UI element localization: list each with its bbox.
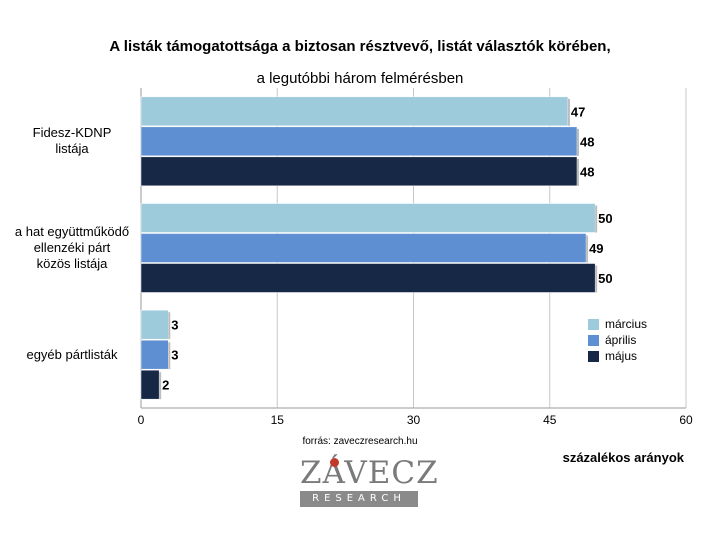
zavecz-logo: ZÁVECZ RESEARCH <box>300 455 439 508</box>
category-label-line: listája <box>55 141 89 157</box>
bar-shadow-2-1 <box>168 342 171 370</box>
legend-label: március <box>605 317 648 331</box>
bar-0-2 <box>140 156 578 187</box>
category-label-0: Fidesz-KDNP listája <box>4 125 140 157</box>
x-tick-label-60: 60 <box>679 413 693 427</box>
bar-shadow-2-2 <box>159 372 162 400</box>
bar-1-1 <box>140 233 587 263</box>
bar-shadow-1-1 <box>586 235 589 263</box>
category-label-line: a hat együttműködő <box>14 224 130 239</box>
logo-band <box>300 491 418 507</box>
data-label-2-0: 3 <box>171 318 178 333</box>
legend-swatch <box>588 350 599 362</box>
x-axis-label: százalékos arányok <box>562 450 684 465</box>
x-tick-label-15: 15 <box>271 413 285 427</box>
source-note: forrás: zaveczresearch.hu <box>302 436 418 447</box>
bar-shadow-1-0 <box>595 205 598 233</box>
category-label-line: Fidesz-KDNP <box>32 125 112 141</box>
logo-subtitle: RESEARCH <box>312 493 406 504</box>
data-label-2-2: 2 <box>162 378 169 393</box>
x-tick-label-45: 45 <box>543 413 557 427</box>
bar-1-0 <box>140 203 596 233</box>
x-tick-label-30: 30 <box>407 413 421 427</box>
legend: március április május <box>588 316 647 364</box>
category-label-2: egyéb pártlisták <box>4 347 140 363</box>
bar-0-1 <box>140 126 578 157</box>
bar-shadow-0-0 <box>567 98 570 126</box>
bar-2-2 <box>140 369 160 400</box>
bar-shadow-0-1 <box>577 128 579 156</box>
data-label-0-0: 47 <box>571 104 585 119</box>
category-label-1: a hat együttműködő ellenzéki párt közös li… <box>4 224 140 272</box>
data-label-1-2: 50 <box>598 271 612 286</box>
data-label-1-1: 49 <box>589 241 603 256</box>
logo-accent-dot <box>330 458 339 467</box>
data-label-1-0: 50 <box>598 211 612 226</box>
logo-wordmark: ZÁVECZ <box>300 455 439 491</box>
chart-subtitle: a legutóbbi három felmérésben <box>256 70 464 87</box>
legend-label: április <box>605 333 637 347</box>
legend-item-2: május <box>588 348 647 364</box>
bar-2-1 <box>140 339 169 370</box>
data-label-0-1: 48 <box>580 134 594 149</box>
legend-item-0: március <box>588 316 647 332</box>
legend-label: május <box>605 349 638 363</box>
bar-1-2 <box>140 263 596 293</box>
legend-item-1: április <box>588 332 647 348</box>
bar-0-0 <box>140 96 569 127</box>
category-label-line: közös listája <box>36 256 108 271</box>
category-label-line: ellenzéki párt <box>33 240 111 255</box>
legend-swatch <box>588 318 599 330</box>
bar-shadow-2-0 <box>168 312 171 340</box>
legend-swatch <box>588 334 599 346</box>
bar-shadow-1-2 <box>595 265 598 293</box>
bar-2-0 <box>140 309 169 340</box>
data-label-0-2: 48 <box>580 164 594 179</box>
chart-title: A listák támogatottsága a biztosan részt… <box>109 38 611 55</box>
category-label-line: egyéb pártlisták <box>26 346 118 362</box>
bar-shadow-0-2 <box>577 158 579 186</box>
data-label-2-1: 3 <box>171 348 178 363</box>
x-tick-label-0: 0 <box>138 413 145 427</box>
